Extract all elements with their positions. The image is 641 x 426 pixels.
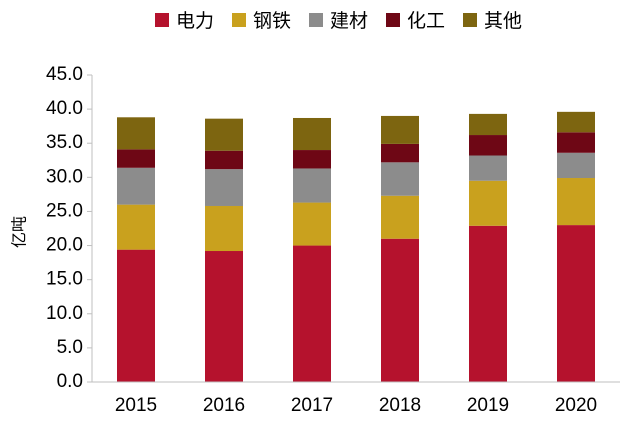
bar-segment-2015-4 xyxy=(117,117,155,150)
bar-segment-2019-0 xyxy=(469,225,507,382)
bar-segment-2016-0 xyxy=(205,251,243,382)
x-tick-label: 2015 xyxy=(115,395,157,416)
x-tick-label: 2016 xyxy=(203,395,245,416)
bar-segment-2015-2 xyxy=(117,167,155,205)
bar-segment-2020-0 xyxy=(557,225,595,382)
bar-segment-2016-1 xyxy=(205,205,243,252)
y-tick-label: 10.0 xyxy=(46,303,83,324)
bar-segment-2016-2 xyxy=(205,169,243,206)
bar-segment-2016-3 xyxy=(205,150,243,170)
x-tick-label: 2019 xyxy=(467,395,509,416)
bar-segment-2016-4 xyxy=(205,118,243,151)
bar-segment-2019-4 xyxy=(469,113,507,136)
x-tick-label: 2020 xyxy=(555,395,597,416)
bar-segment-2018-2 xyxy=(381,162,419,196)
bar-segment-2017-4 xyxy=(293,117,331,151)
x-tick-label: 2017 xyxy=(291,395,333,416)
bar-segment-2018-1 xyxy=(381,195,419,239)
bar-segment-2017-2 xyxy=(293,168,331,203)
bar-segment-2017-3 xyxy=(293,150,331,169)
legend-swatch-2 xyxy=(309,13,323,27)
y-tick-label: 15.0 xyxy=(46,269,83,290)
y-axis-label: 亿吨 xyxy=(10,216,29,248)
bar-segment-2015-1 xyxy=(117,204,155,250)
bar-segment-2019-3 xyxy=(469,135,507,156)
y-tick-label: 40.0 xyxy=(46,98,83,119)
bar-segment-2017-1 xyxy=(293,202,331,246)
bar-segment-2017-0 xyxy=(293,245,331,382)
legend-label-1: 钢铁 xyxy=(253,10,291,32)
bars xyxy=(117,111,595,382)
bar-segment-2020-2 xyxy=(557,152,595,179)
y-tick-label: 25.0 xyxy=(46,200,83,221)
legend-label-2: 建材 xyxy=(330,10,368,32)
bar-segment-2018-3 xyxy=(381,143,419,163)
y-tick-label: 5.0 xyxy=(57,337,83,358)
legend-label-4: 其他 xyxy=(484,10,522,32)
bar-segment-2019-2 xyxy=(469,155,507,181)
x-axis: 2015 2016 2017 2018 2019 2020 xyxy=(92,381,620,416)
bar-segment-2019-1 xyxy=(469,180,507,226)
legend-label-3: 化工 xyxy=(407,10,445,32)
bar-segment-2018-4 xyxy=(381,115,419,144)
bar-segment-2020-4 xyxy=(557,111,595,133)
y-tick-label: 20.0 xyxy=(46,235,83,256)
legend-swatch-4 xyxy=(463,13,477,27)
y-tick-label: 45.0 xyxy=(46,64,83,85)
bar-segment-2020-1 xyxy=(557,178,595,226)
x-tick-label: 2018 xyxy=(379,395,421,416)
y-tick-label: 35.0 xyxy=(46,132,83,153)
y-tick-label: 30.0 xyxy=(46,166,83,187)
bar-segment-2015-0 xyxy=(117,249,155,382)
bar-segment-2020-3 xyxy=(557,132,595,153)
legend-swatch-0 xyxy=(155,13,169,27)
legend-label-0: 电力 xyxy=(176,10,214,32)
bar-segment-2018-0 xyxy=(381,238,419,382)
y-axis: 0.0 5.0 10.0 15.0 20.0 25.0 30.0 35.0 40.0 45.0 xyxy=(46,64,93,392)
y-tick-label: 0.0 xyxy=(57,371,83,392)
bar-segment-2015-3 xyxy=(117,149,155,168)
legend-swatch-1 xyxy=(232,13,246,27)
legend: 电力 钢铁 建材 化工 其他 xyxy=(155,10,522,32)
legend-swatch-3 xyxy=(386,13,400,27)
